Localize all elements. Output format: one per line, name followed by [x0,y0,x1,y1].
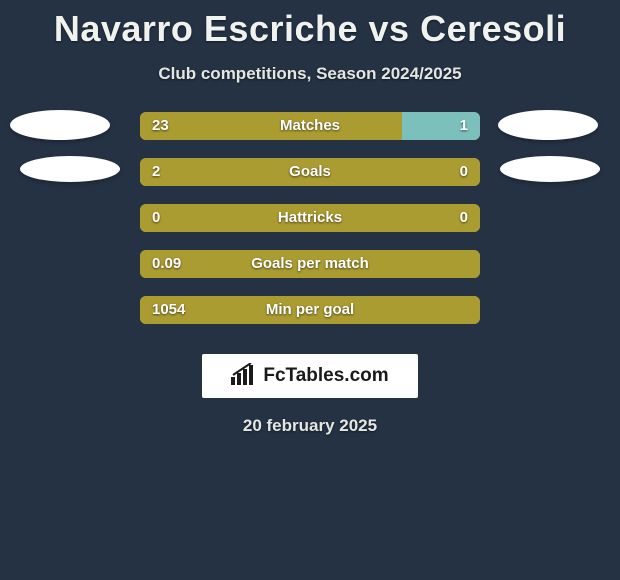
bar-value-left: 2 [152,158,160,186]
stat-row: Matches23 1 [0,112,620,158]
bar-category: Min per goal [140,296,480,324]
bar-category: Matches [140,112,480,140]
player-ellipse-right [498,110,598,140]
bar-value-right: 0 [460,158,468,186]
subtitle: Club competitions, Season 2024/2025 [0,64,620,84]
player-ellipse-left [20,156,120,182]
page-title: Navarro Escriche vs Ceresoli [0,8,620,50]
bar-category: Goals [140,158,480,186]
stats-card: Navarro Escriche vs Ceresoli Club compet… [0,0,620,580]
bar-value-right: 1 [460,112,468,140]
bar-track: Hattricks0 0 [140,204,480,232]
bar-value-right: 0 [460,204,468,232]
bar-value-left: 23 [152,112,169,140]
logo-text: FcTables.com [263,365,388,387]
player-ellipse-right [500,156,600,182]
bar-value-left: 0.09 [152,250,181,278]
bar-category: Goals per match [140,250,480,278]
logo-box[interactable]: FcTables.com [202,354,418,398]
bar-track: Goals per match0.09 [140,250,480,278]
stat-row: Goals2 0 [0,158,620,204]
bar-category: Hattricks [140,204,480,232]
stat-row: Min per goal1054 [0,296,620,342]
bar-value-left: 0 [152,204,160,232]
bars-icon [231,363,257,390]
stat-row: Hattricks0 0 [0,204,620,250]
date-label: 20 february 2025 [0,416,620,436]
bar-value-left: 1054 [152,296,185,324]
bar-track: Min per goal1054 [140,296,480,324]
bar-track: Matches23 1 [140,112,480,140]
bar-track: Goals2 0 [140,158,480,186]
stats-rows: Matches231Goals20Hattricks00Goals per ma… [0,112,620,342]
player-ellipse-left [10,110,110,140]
stat-row: Goals per match0.09 [0,250,620,296]
